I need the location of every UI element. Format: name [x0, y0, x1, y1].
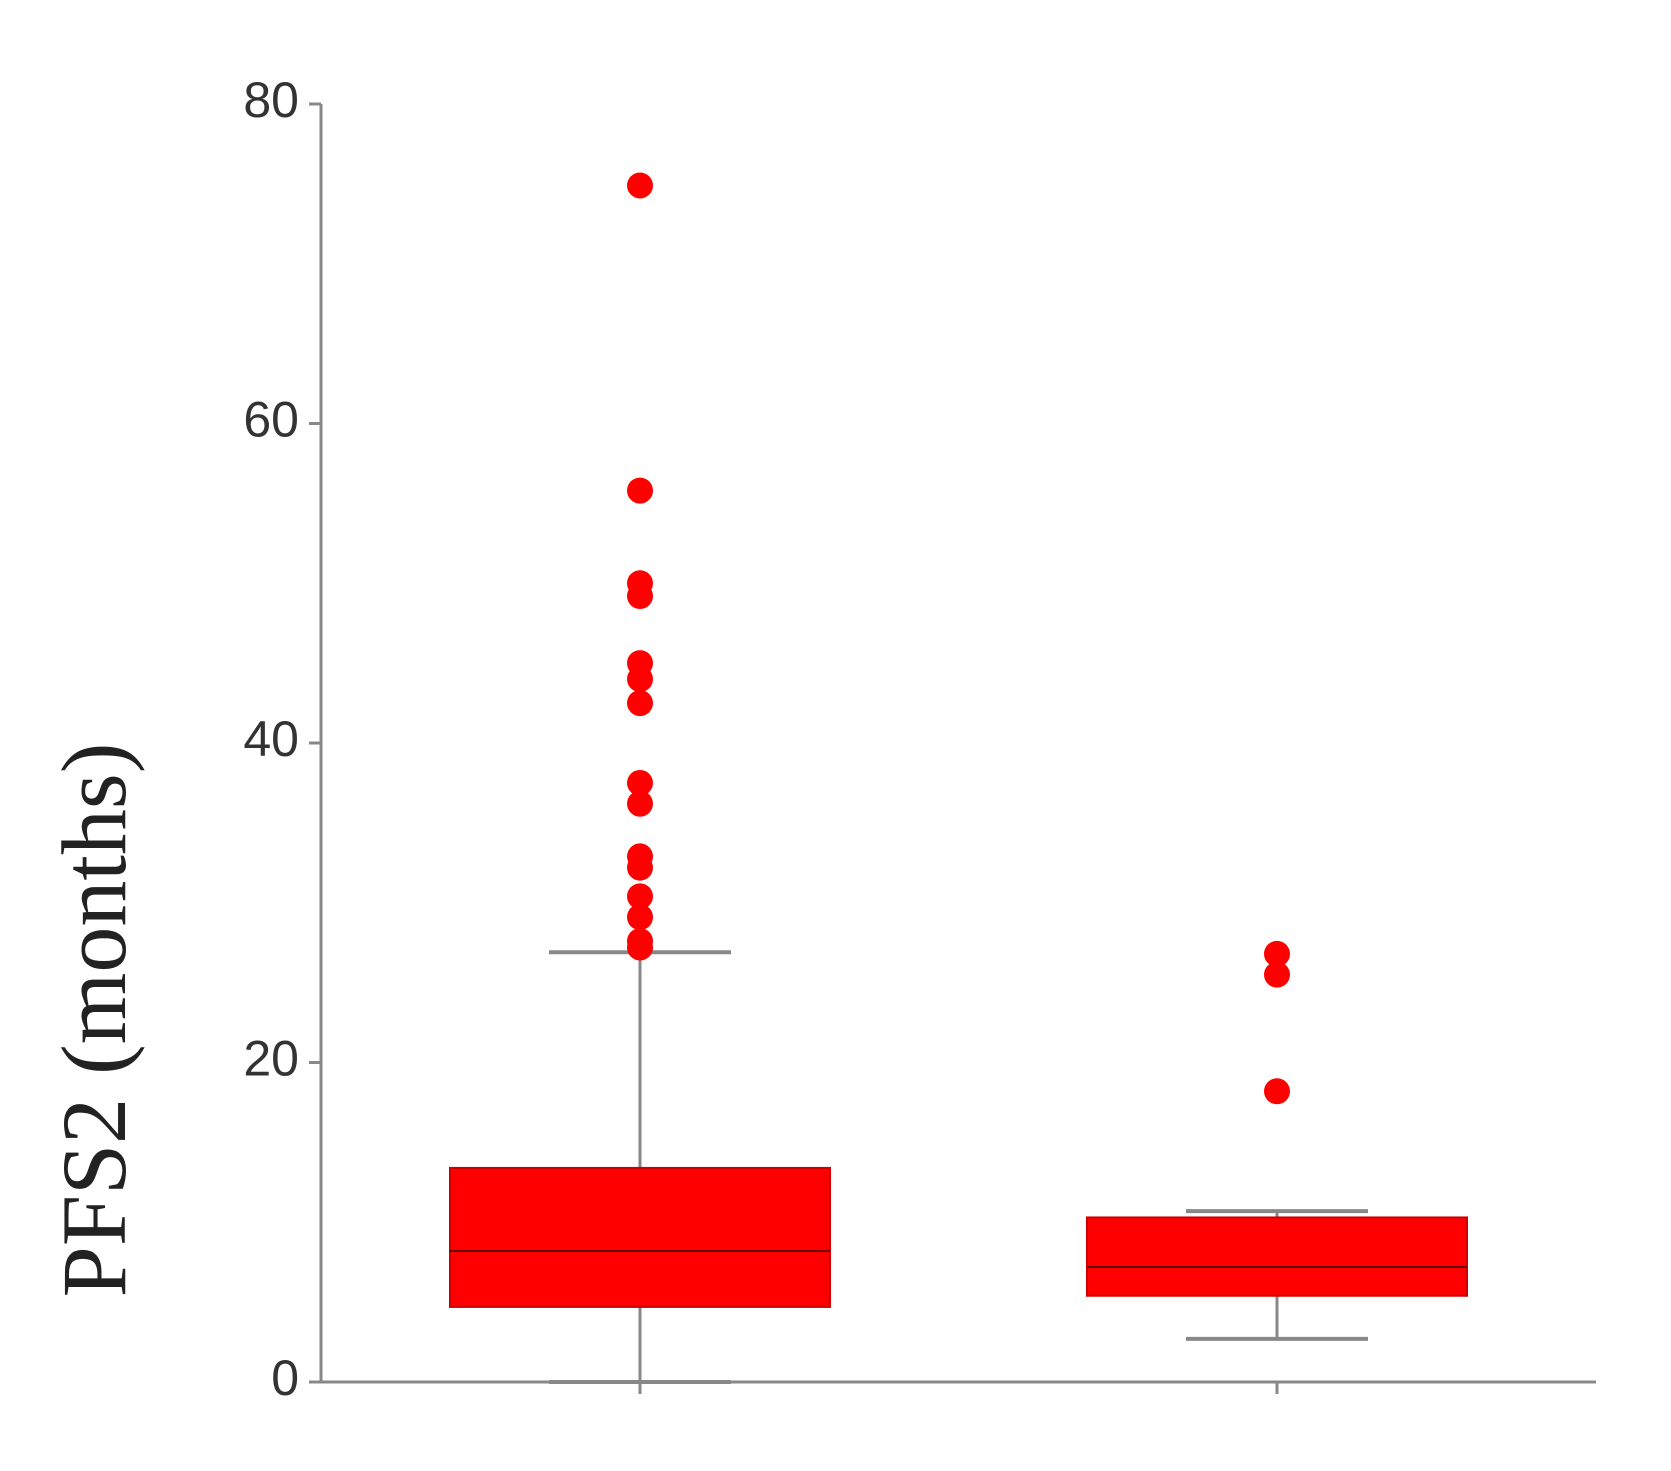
outlier	[627, 854, 653, 881]
outlier	[627, 904, 653, 931]
outlier	[1264, 940, 1290, 967]
outlier	[627, 934, 653, 961]
y-tick-label: 0	[271, 1350, 299, 1406]
y-tick-label: 60	[243, 392, 299, 448]
outlier	[627, 690, 653, 717]
outlier	[627, 172, 653, 199]
box	[1086, 1216, 1468, 1297]
y-tick-label: 40	[243, 711, 299, 767]
outlier	[627, 666, 653, 693]
outlier	[627, 583, 653, 610]
box	[449, 1166, 831, 1308]
y-tick-label: 80	[243, 72, 299, 128]
y-axis-title: PFS2 (months)	[43, 743, 145, 1298]
outlier	[627, 477, 653, 504]
outlier	[627, 769, 653, 796]
outlier	[627, 883, 653, 910]
outlier	[1264, 961, 1290, 988]
outlier	[627, 790, 653, 817]
y-tick-label: 20	[243, 1031, 299, 1087]
outlier	[1264, 1078, 1290, 1105]
